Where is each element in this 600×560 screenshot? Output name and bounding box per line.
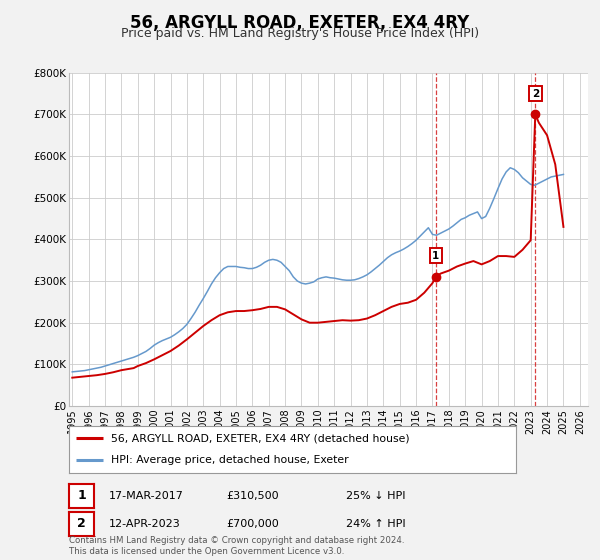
Text: 25% ↓ HPI: 25% ↓ HPI [346, 491, 406, 501]
Text: HPI: Average price, detached house, Exeter: HPI: Average price, detached house, Exet… [112, 455, 349, 465]
Text: 56, ARGYLL ROAD, EXETER, EX4 4RY: 56, ARGYLL ROAD, EXETER, EX4 4RY [130, 14, 470, 32]
Text: 2: 2 [77, 517, 86, 530]
Text: 12-APR-2023: 12-APR-2023 [109, 519, 181, 529]
Text: 2: 2 [532, 88, 539, 99]
Text: £310,500: £310,500 [226, 491, 279, 501]
Text: 1: 1 [432, 251, 439, 261]
Text: 24% ↑ HPI: 24% ↑ HPI [346, 519, 406, 529]
Text: 1: 1 [77, 489, 86, 502]
Text: 17-MAR-2017: 17-MAR-2017 [109, 491, 184, 501]
Text: 56, ARGYLL ROAD, EXETER, EX4 4RY (detached house): 56, ARGYLL ROAD, EXETER, EX4 4RY (detach… [112, 433, 410, 444]
Text: Contains HM Land Registry data © Crown copyright and database right 2024.
This d: Contains HM Land Registry data © Crown c… [69, 536, 404, 556]
Text: Price paid vs. HM Land Registry's House Price Index (HPI): Price paid vs. HM Land Registry's House … [121, 27, 479, 40]
Text: £700,000: £700,000 [226, 519, 279, 529]
